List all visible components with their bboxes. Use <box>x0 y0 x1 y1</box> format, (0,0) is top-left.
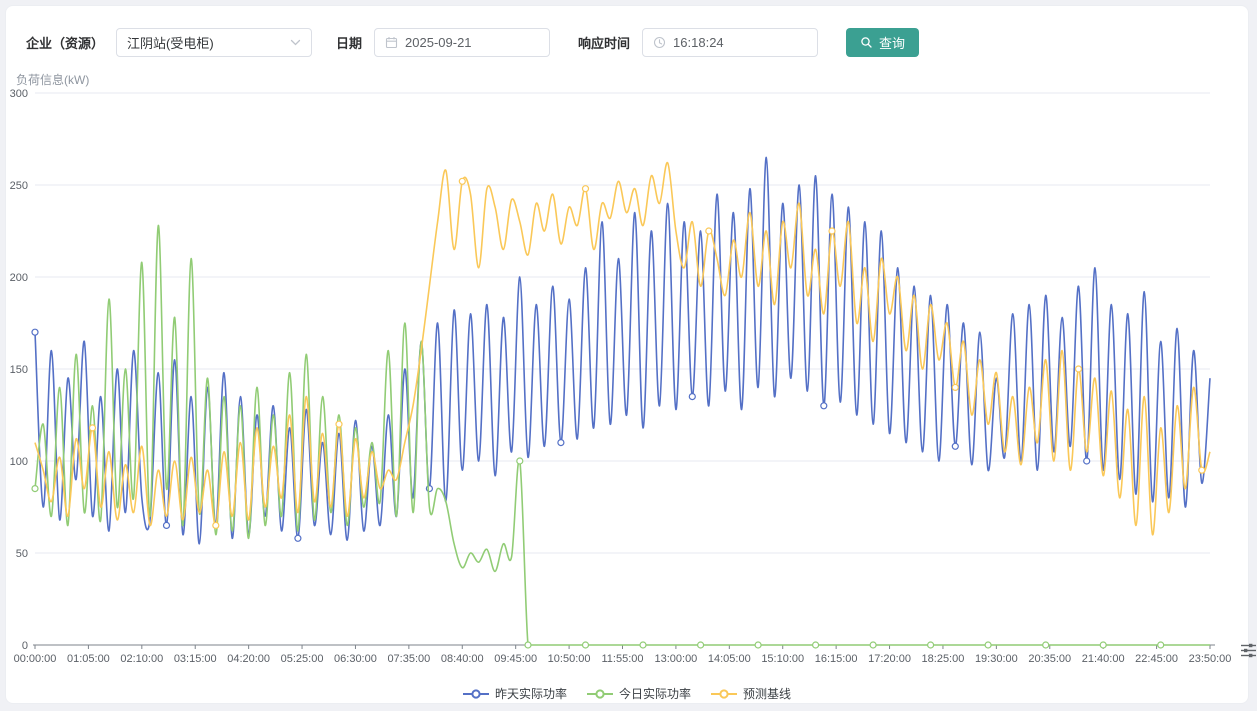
x-tick-label: 10:50:00 <box>548 653 591 665</box>
data-point-marker <box>1198 466 1206 474</box>
y-tick-label: 50 <box>16 548 28 560</box>
data-point-marker <box>811 641 820 649</box>
legend-item-0[interactable]: 昨天实际功率 <box>462 685 567 702</box>
search-icon <box>860 36 873 49</box>
chevron-down-icon <box>290 37 301 48</box>
data-point-marker <box>1157 641 1165 649</box>
data-point-marker <box>696 641 705 649</box>
dashboard-card: 企业（资源） 江阴站(受电柜) 日期 响应时间 查询 负 <box>5 5 1256 704</box>
legend-label: 预测基线 <box>743 687 792 701</box>
x-tick-label: 21:40:00 <box>1082 653 1125 665</box>
data-point-marker <box>425 485 433 493</box>
x-tick-label: 09:45:00 <box>494 653 537 665</box>
clock-icon <box>653 36 666 49</box>
data-point-marker <box>294 534 302 542</box>
data-point-marker <box>581 185 590 193</box>
data-point-marker <box>1083 457 1091 465</box>
data-point-marker <box>926 641 935 649</box>
x-tick-label: 22:45:00 <box>1135 653 1178 665</box>
data-point-marker <box>1042 641 1050 649</box>
data-point-marker <box>335 420 343 428</box>
query-button[interactable]: 查询 <box>846 28 920 57</box>
y-axis-title: 负荷信息(kW) <box>16 73 90 87</box>
data-point-marker <box>984 641 992 649</box>
y-tick-label: 150 <box>10 364 28 376</box>
sliders-icon[interactable] <box>1240 642 1257 664</box>
x-tick-label: 04:20:00 <box>227 653 270 665</box>
x-tick-label: 05:25:00 <box>281 653 324 665</box>
data-point-marker <box>458 177 466 185</box>
chart-legend: 昨天实际功率 今日实际功率 预测基线 <box>6 685 1248 702</box>
y-tick-label: 250 <box>10 180 28 192</box>
x-tick-label: 16:15:00 <box>815 653 858 665</box>
series-line-2 <box>34 162 1211 536</box>
x-tick-label: 02:10:00 <box>120 653 163 665</box>
enterprise-label: 企业（资源） <box>26 36 105 51</box>
query-toolbar: 企业（资源） 江阴站(受电柜) 日期 响应时间 查询 <box>26 28 920 57</box>
data-point-marker <box>754 641 762 649</box>
query-button-label: 查询 <box>879 36 906 51</box>
data-point-marker <box>557 439 565 447</box>
date-input[interactable] <box>405 35 526 50</box>
date-picker[interactable] <box>374 28 551 57</box>
legend-marker-icon <box>462 688 489 699</box>
date-label: 日期 <box>336 36 363 51</box>
calendar-icon <box>385 36 398 49</box>
legend-item-2[interactable]: 预测基线 <box>711 685 791 702</box>
y-tick-label: 200 <box>10 272 28 284</box>
data-point-marker <box>31 485 39 493</box>
data-point-marker <box>828 227 836 235</box>
x-tick-label: 17:20:00 <box>868 653 911 665</box>
response-time-label: 响应时间 <box>578 36 631 51</box>
legend-label: 昨天实际功率 <box>494 687 567 701</box>
x-tick-label: 01:05:00 <box>67 653 110 665</box>
time-picker[interactable] <box>642 28 819 57</box>
x-tick-label: 14:05:00 <box>708 653 751 665</box>
data-point-marker <box>212 521 220 530</box>
series-line-1 <box>34 224 1210 646</box>
data-point-marker <box>639 641 647 649</box>
legend-marker-icon <box>586 688 613 699</box>
data-point-marker <box>869 641 877 649</box>
legend-marker-icon <box>711 688 737 699</box>
x-tick-label: 07:35:00 <box>387 653 430 665</box>
series-line-0 <box>34 156 1211 545</box>
data-point-marker <box>162 521 171 530</box>
data-point-marker <box>1074 365 1083 373</box>
data-point-marker <box>581 641 590 649</box>
data-point-marker <box>951 383 959 391</box>
x-tick-label: 13:00:00 <box>654 653 697 665</box>
data-point-marker <box>1099 641 1107 649</box>
data-point-marker <box>688 393 696 401</box>
legend-label: 今日实际功率 <box>618 687 691 701</box>
x-tick-label: 18:25:00 <box>922 653 965 665</box>
x-tick-label: 11:55:00 <box>601 653 643 665</box>
data-point-marker <box>524 641 532 649</box>
x-tick-label: 15:10:00 <box>761 653 804 665</box>
x-tick-label: 00:00:00 <box>14 653 57 665</box>
x-tick-label: 06:30:00 <box>334 653 377 665</box>
enterprise-select[interactable]: 江阴站(受电柜) <box>116 28 313 57</box>
data-point-marker <box>705 227 713 235</box>
time-input[interactable] <box>673 35 794 50</box>
data-point-marker <box>31 328 39 336</box>
data-point-marker <box>820 402 828 410</box>
y-tick-label: 100 <box>10 456 28 468</box>
x-tick-label: 19:30:00 <box>975 653 1018 665</box>
data-point-marker <box>951 442 959 450</box>
data-point-marker <box>88 424 97 432</box>
x-tick-label: 08:40:00 <box>441 653 484 665</box>
y-tick-label: 0 <box>22 640 28 652</box>
x-tick-label: 23:50:00 <box>1189 653 1232 665</box>
data-point-marker <box>516 457 524 465</box>
legend-item-1[interactable]: 今日实际功率 <box>586 685 691 702</box>
x-tick-label: 03:15:00 <box>174 653 217 665</box>
y-tick-label: 300 <box>10 88 28 100</box>
enterprise-select-value: 江阴站(受电柜) <box>127 36 214 51</box>
x-tick-label: 20:35:00 <box>1028 653 1071 665</box>
